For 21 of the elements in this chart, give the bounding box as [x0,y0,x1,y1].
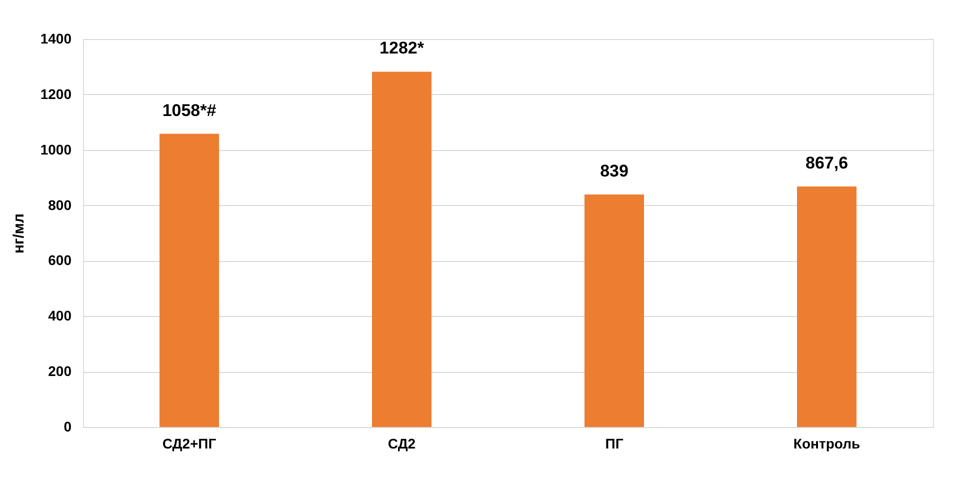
y-tick-label: 1400 [40,30,72,46]
y-tick-label: 1000 [40,141,72,158]
y-axis-title: нг/мл [10,213,28,254]
data-label: 1282* [380,38,424,58]
data-label: 1058*# [162,100,217,120]
x-tick-label: Контроль [793,436,860,452]
y-tick-label: 400 [48,308,72,324]
bar [160,134,219,427]
x-tick-label: СД2+ПГ [162,436,216,452]
y-tick-label: 0 [64,418,72,434]
y-tick-label: 800 [48,196,72,213]
data-label: 867,6 [805,154,848,173]
bar [584,194,644,427]
x-tick-label: СД2 [388,436,416,452]
y-tick-label: 1200 [40,86,72,102]
bar [372,72,432,427]
y-tick-label: 200 [48,363,72,380]
data-label: 839 [600,161,628,180]
y-tick-label: 600 [48,252,72,268]
x-tick-label: ПГ [605,436,624,452]
bar [797,186,856,427]
